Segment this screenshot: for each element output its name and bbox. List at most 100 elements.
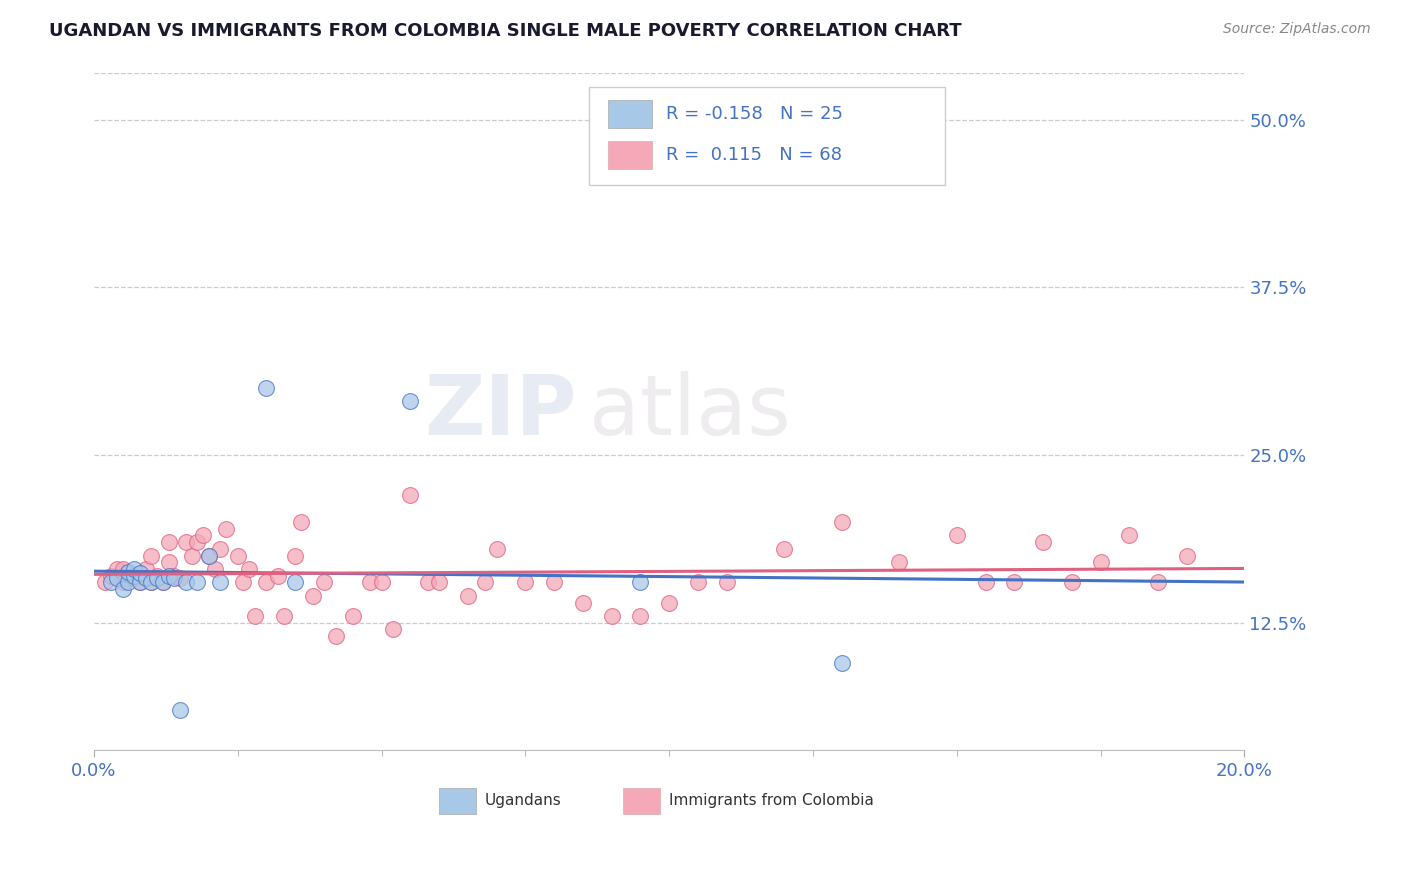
Point xyxy=(658,595,681,609)
Point xyxy=(169,571,191,585)
Point xyxy=(600,609,623,624)
Point xyxy=(515,575,537,590)
Point xyxy=(889,555,911,569)
Point xyxy=(129,575,152,590)
Point xyxy=(186,575,208,590)
Point xyxy=(157,568,180,582)
Text: Ugandans: Ugandans xyxy=(485,793,562,808)
Point xyxy=(831,656,853,670)
Point xyxy=(1118,528,1140,542)
Point xyxy=(284,549,307,563)
Point xyxy=(831,515,853,529)
Point xyxy=(186,535,208,549)
Point xyxy=(122,568,145,582)
Point xyxy=(111,575,134,590)
Point xyxy=(209,575,232,590)
Text: ZIP: ZIP xyxy=(425,371,576,452)
Point xyxy=(135,562,157,576)
Point xyxy=(174,535,197,549)
Point xyxy=(209,541,232,556)
FancyBboxPatch shape xyxy=(609,100,652,128)
Point xyxy=(152,575,174,590)
Point xyxy=(105,562,128,576)
Point xyxy=(141,549,163,563)
Point xyxy=(100,568,122,582)
Point xyxy=(256,381,278,395)
Point xyxy=(141,575,163,590)
Point xyxy=(946,528,969,542)
Point xyxy=(312,575,335,590)
Point xyxy=(543,575,565,590)
Point xyxy=(157,535,180,549)
Point xyxy=(146,568,169,582)
Text: Immigrants from Colombia: Immigrants from Colombia xyxy=(669,793,875,808)
Point xyxy=(716,575,738,590)
Point xyxy=(382,623,405,637)
Point xyxy=(399,394,422,409)
Point xyxy=(111,582,134,596)
Text: R = -0.158   N = 25: R = -0.158 N = 25 xyxy=(665,105,842,123)
Point xyxy=(105,571,128,585)
Point xyxy=(122,571,145,585)
Point xyxy=(100,575,122,590)
Point xyxy=(198,549,221,563)
Point xyxy=(238,562,260,576)
Point xyxy=(232,575,254,590)
FancyBboxPatch shape xyxy=(589,87,945,185)
Point xyxy=(572,595,595,609)
Point xyxy=(325,629,347,643)
Point xyxy=(1175,549,1198,563)
Point xyxy=(427,575,450,590)
Point xyxy=(243,609,266,624)
FancyBboxPatch shape xyxy=(623,788,659,814)
Point xyxy=(174,575,197,590)
Point xyxy=(193,528,215,542)
Point xyxy=(273,609,295,624)
Point xyxy=(117,575,139,590)
Point xyxy=(457,589,479,603)
Point xyxy=(974,575,997,590)
Text: R =  0.115   N = 68: R = 0.115 N = 68 xyxy=(665,146,842,164)
Point xyxy=(1002,575,1025,590)
Point xyxy=(686,575,709,590)
Point xyxy=(1060,575,1083,590)
Point xyxy=(169,703,191,717)
Point xyxy=(198,549,221,563)
Point xyxy=(628,575,651,590)
Point xyxy=(204,562,226,576)
Point xyxy=(416,575,439,590)
Text: UGANDAN VS IMMIGRANTS FROM COLOMBIA SINGLE MALE POVERTY CORRELATION CHART: UGANDAN VS IMMIGRANTS FROM COLOMBIA SING… xyxy=(49,22,962,40)
FancyBboxPatch shape xyxy=(439,788,475,814)
Point xyxy=(474,575,496,590)
Point xyxy=(399,488,422,502)
Point xyxy=(117,571,139,585)
Point xyxy=(1147,575,1170,590)
Point xyxy=(94,575,117,590)
FancyBboxPatch shape xyxy=(609,141,652,169)
Point xyxy=(370,575,392,590)
Text: atlas: atlas xyxy=(589,371,790,452)
Point xyxy=(301,589,323,603)
Point xyxy=(146,571,169,585)
Point xyxy=(157,555,180,569)
Point xyxy=(284,575,307,590)
Point xyxy=(141,575,163,590)
Point xyxy=(129,575,152,590)
Point xyxy=(215,522,238,536)
Point xyxy=(267,568,290,582)
Point xyxy=(122,562,145,576)
Point xyxy=(152,575,174,590)
Point xyxy=(628,609,651,624)
Point xyxy=(359,575,381,590)
Point xyxy=(1032,535,1054,549)
Point xyxy=(180,549,202,563)
Point xyxy=(1090,555,1112,569)
Point xyxy=(135,571,157,585)
Text: Source: ZipAtlas.com: Source: ZipAtlas.com xyxy=(1223,22,1371,37)
Point xyxy=(773,541,796,556)
Point xyxy=(290,515,312,529)
Point xyxy=(256,575,278,590)
Point xyxy=(117,566,139,580)
Point xyxy=(163,571,186,585)
Point xyxy=(485,541,508,556)
